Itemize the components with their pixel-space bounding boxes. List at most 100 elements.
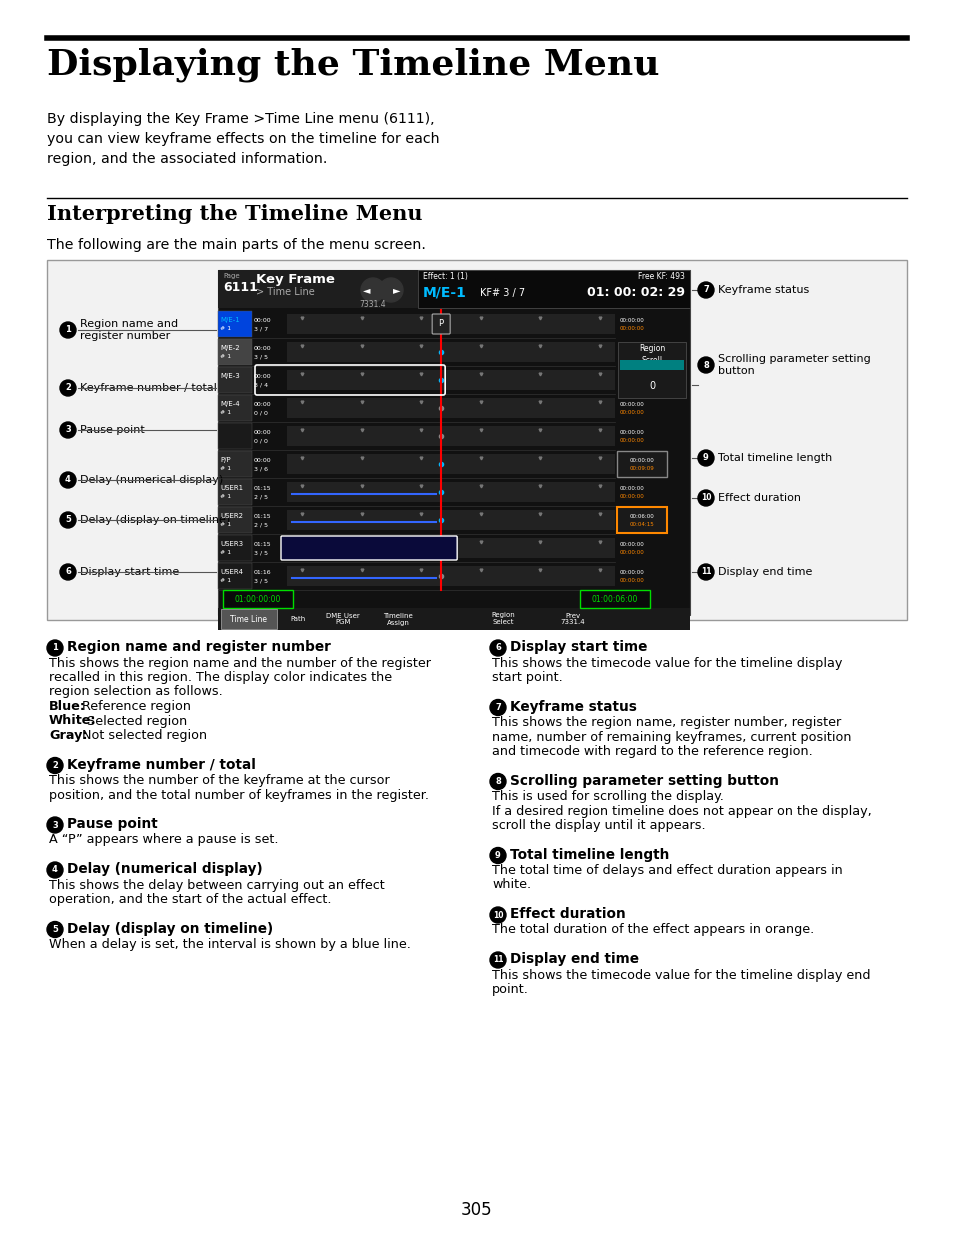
Text: 00:00:00: 00:00:00 (619, 570, 644, 575)
Text: 00:00:00: 00:00:00 (619, 402, 644, 407)
Text: Delay (numerical display): Delay (numerical display) (67, 862, 262, 876)
Text: When a delay is set, the interval is shown by a blue line.: When a delay is set, the interval is sho… (49, 938, 411, 950)
Text: 6111: 6111 (223, 281, 257, 294)
Text: Display start time: Display start time (510, 639, 647, 654)
Text: 1: 1 (65, 326, 71, 335)
Text: point.: point. (492, 983, 528, 996)
Text: 0 / 0: 0 / 0 (253, 411, 268, 415)
Circle shape (698, 357, 713, 373)
Text: Keyframe number / total: Keyframe number / total (80, 383, 216, 393)
Text: 00:00:00: 00:00:00 (619, 495, 644, 500)
Text: 3: 3 (65, 425, 71, 434)
Text: Keyframe status: Keyframe status (510, 699, 637, 714)
Circle shape (490, 699, 505, 715)
Text: If a desired region timeline does not appear on the display,: If a desired region timeline does not ap… (492, 805, 871, 817)
Text: Region
Select: Region Select (491, 612, 515, 626)
Text: Display end time: Display end time (718, 567, 812, 577)
Circle shape (60, 422, 76, 438)
FancyBboxPatch shape (287, 425, 615, 447)
Circle shape (60, 513, 76, 527)
Text: 00:00:00: 00:00:00 (619, 326, 644, 331)
Text: 3 / 5: 3 / 5 (253, 355, 268, 360)
Circle shape (698, 282, 713, 299)
Text: 00:00:00: 00:00:00 (619, 551, 644, 556)
Text: 00:00: 00:00 (253, 429, 272, 434)
FancyBboxPatch shape (432, 313, 450, 333)
FancyBboxPatch shape (287, 537, 615, 559)
Text: Scrolling parameter setting
button: Scrolling parameter setting button (718, 355, 870, 376)
Circle shape (490, 907, 505, 923)
Text: 00:00: 00:00 (253, 317, 272, 322)
Text: Scroll: Scroll (640, 356, 662, 364)
Text: Effect duration: Effect duration (510, 907, 625, 921)
Circle shape (490, 774, 505, 790)
FancyBboxPatch shape (221, 610, 276, 629)
Text: Gray:: Gray: (49, 729, 88, 741)
Text: 3 / 7: 3 / 7 (253, 326, 268, 331)
Circle shape (698, 490, 713, 506)
Text: > Time Line: > Time Line (255, 287, 314, 297)
Circle shape (47, 817, 63, 833)
Text: USER3: USER3 (220, 541, 243, 547)
Text: # 1: # 1 (220, 551, 231, 556)
Text: This shows the region name and the number of the register: This shows the region name and the numbe… (49, 657, 431, 669)
Text: 10: 10 (700, 494, 711, 503)
Text: Not selected region: Not selected region (77, 729, 207, 741)
FancyBboxPatch shape (287, 369, 615, 391)
Text: By displaying the Key Frame >Time Line menu (6111),
you can view keyframe effect: By displaying the Key Frame >Time Line m… (47, 112, 439, 167)
Text: This shows the timecode value for the timeline display end: This shows the timecode value for the ti… (492, 969, 869, 982)
FancyBboxPatch shape (218, 564, 252, 588)
FancyBboxPatch shape (218, 396, 252, 420)
Text: # 1: # 1 (220, 411, 231, 415)
Text: This shows the delay between carrying out an effect: This shows the delay between carrying ou… (49, 878, 384, 892)
Text: 5: 5 (65, 515, 71, 525)
FancyBboxPatch shape (417, 270, 689, 309)
Text: Delay (display on timeline): Delay (display on timeline) (80, 515, 230, 525)
Text: 00:00:00: 00:00:00 (619, 485, 644, 490)
Text: 10: 10 (493, 911, 503, 919)
Text: 00:00:00: 00:00:00 (619, 317, 644, 322)
Text: operation, and the start of the actual effect.: operation, and the start of the actual e… (49, 893, 331, 906)
Circle shape (47, 639, 63, 656)
Text: 00:00:00: 00:00:00 (619, 429, 644, 434)
Text: 01:00:00:00: 01:00:00:00 (234, 595, 281, 603)
Text: 1: 1 (52, 643, 58, 653)
Text: 01:15: 01:15 (253, 514, 272, 519)
Circle shape (698, 450, 713, 466)
Text: P: P (438, 320, 443, 328)
Text: start point.: start point. (492, 671, 562, 684)
Circle shape (698, 564, 713, 580)
Text: # 1: # 1 (220, 326, 231, 331)
Text: 00:00:00: 00:00:00 (619, 382, 644, 387)
Text: Blue:: Blue: (49, 700, 86, 713)
Text: 2 / 5: 2 / 5 (253, 495, 268, 500)
Text: 00:00: 00:00 (253, 402, 272, 407)
Circle shape (60, 322, 76, 338)
FancyBboxPatch shape (287, 398, 615, 418)
FancyBboxPatch shape (617, 508, 666, 532)
Text: M/E-4: M/E-4 (220, 401, 239, 407)
FancyBboxPatch shape (287, 510, 615, 530)
Circle shape (490, 952, 505, 968)
Text: 2: 2 (65, 383, 71, 393)
Text: 3 / 5: 3 / 5 (253, 551, 268, 556)
FancyBboxPatch shape (218, 535, 252, 561)
Text: 00:04:15: 00:04:15 (629, 522, 654, 527)
Text: region selection as follows.: region selection as follows. (49, 685, 222, 698)
Text: and timecode with regard to the reference region.: and timecode with regard to the referenc… (492, 745, 812, 758)
FancyBboxPatch shape (287, 313, 615, 333)
Text: 01:15: 01:15 (253, 485, 272, 490)
Text: 3: 3 (52, 821, 58, 830)
Text: 9: 9 (495, 851, 500, 860)
Text: ◄: ◄ (363, 285, 371, 295)
Text: 5: 5 (52, 926, 58, 934)
Text: KF# 3 / 7: KF# 3 / 7 (479, 289, 524, 299)
Text: Interpreting the Timeline Menu: Interpreting the Timeline Menu (47, 204, 422, 224)
Text: The total time of delays and effect duration appears in: The total time of delays and effect dura… (492, 865, 841, 877)
FancyBboxPatch shape (579, 590, 649, 608)
Text: 3 / 5: 3 / 5 (253, 578, 268, 583)
FancyBboxPatch shape (617, 452, 666, 476)
FancyBboxPatch shape (223, 590, 293, 608)
Text: Free KF: 493: Free KF: 493 (638, 272, 684, 281)
Circle shape (47, 862, 63, 878)
